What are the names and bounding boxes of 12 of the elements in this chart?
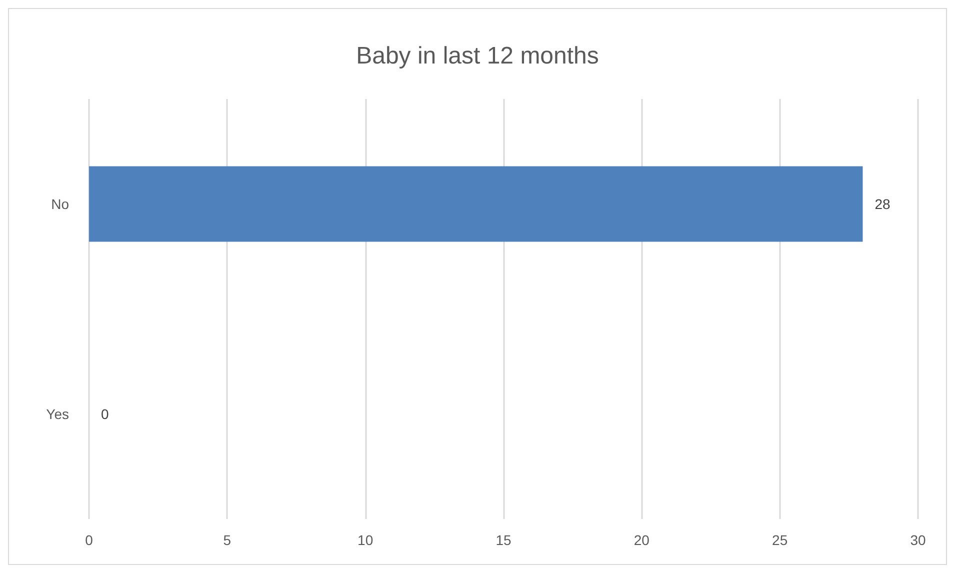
x-tick-label: 0 bbox=[85, 532, 94, 548]
y-tick-label: Yes bbox=[46, 406, 69, 422]
chart-title: Baby in last 12 months bbox=[356, 42, 599, 70]
x-tick-label: 20 bbox=[634, 532, 650, 548]
data-label: 0 bbox=[101, 406, 109, 422]
y-tick-label: No bbox=[51, 196, 70, 212]
data-label: 28 bbox=[874, 196, 891, 212]
x-tick-label: 25 bbox=[772, 532, 788, 548]
x-tick-label: 5 bbox=[223, 532, 232, 548]
x-tick-label: 10 bbox=[358, 532, 374, 548]
x-tick-label: 15 bbox=[496, 532, 512, 548]
x-tick-label: 30 bbox=[910, 532, 926, 548]
